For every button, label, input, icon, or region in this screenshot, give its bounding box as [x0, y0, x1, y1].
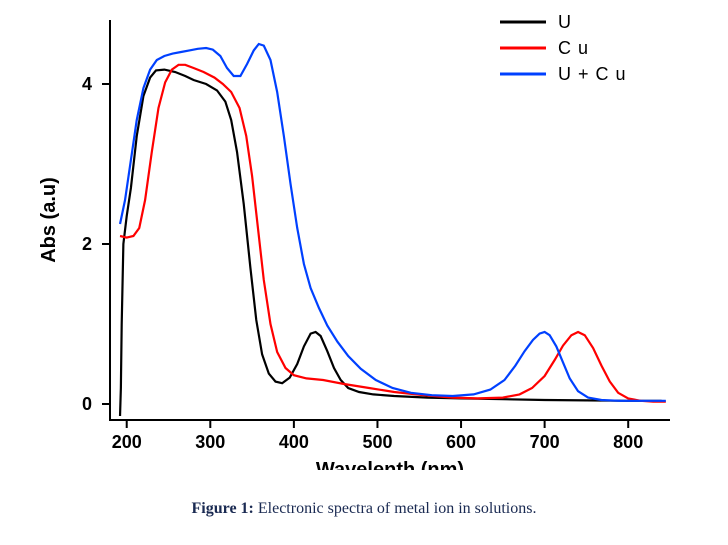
x-tick-label: 800: [613, 432, 643, 452]
series-u: [120, 70, 662, 416]
caption-label: Figure 1:: [192, 500, 254, 517]
x-tick-label: 600: [446, 432, 476, 452]
x-tick-label: 400: [279, 432, 309, 452]
x-tick-label: 300: [195, 432, 225, 452]
x-tick-label: 700: [530, 432, 560, 452]
spectra-chart: 200 300 400 500 600 700 800 0 2 4 Wavelenth (nm) Ab…: [0, 0, 728, 470]
figure-caption: Figure 1: Electronic spectra of metal io…: [0, 500, 728, 518]
y-tick-label: 4: [82, 74, 92, 94]
x-tick-label: 200: [112, 432, 142, 452]
caption-text: Electronic spectra of metal ion in solut…: [254, 500, 537, 517]
y-tick-label: 2: [82, 234, 92, 254]
figure-container: 200 300 400 500 600 700 800 0 2 4 Wavelenth (nm) Ab…: [0, 0, 728, 545]
series-cu: [120, 65, 666, 402]
x-axis-title: Wavelenth (nm): [316, 459, 464, 470]
y-tick-label: 0: [82, 394, 92, 414]
legend-label: C u: [558, 38, 589, 58]
y-axis-title: Abs (a.u): [38, 177, 60, 263]
x-tick-label: 500: [362, 432, 392, 452]
legend-label: U: [558, 12, 572, 32]
series-ucu: [120, 44, 666, 401]
legend-label: U + C u: [558, 64, 627, 84]
